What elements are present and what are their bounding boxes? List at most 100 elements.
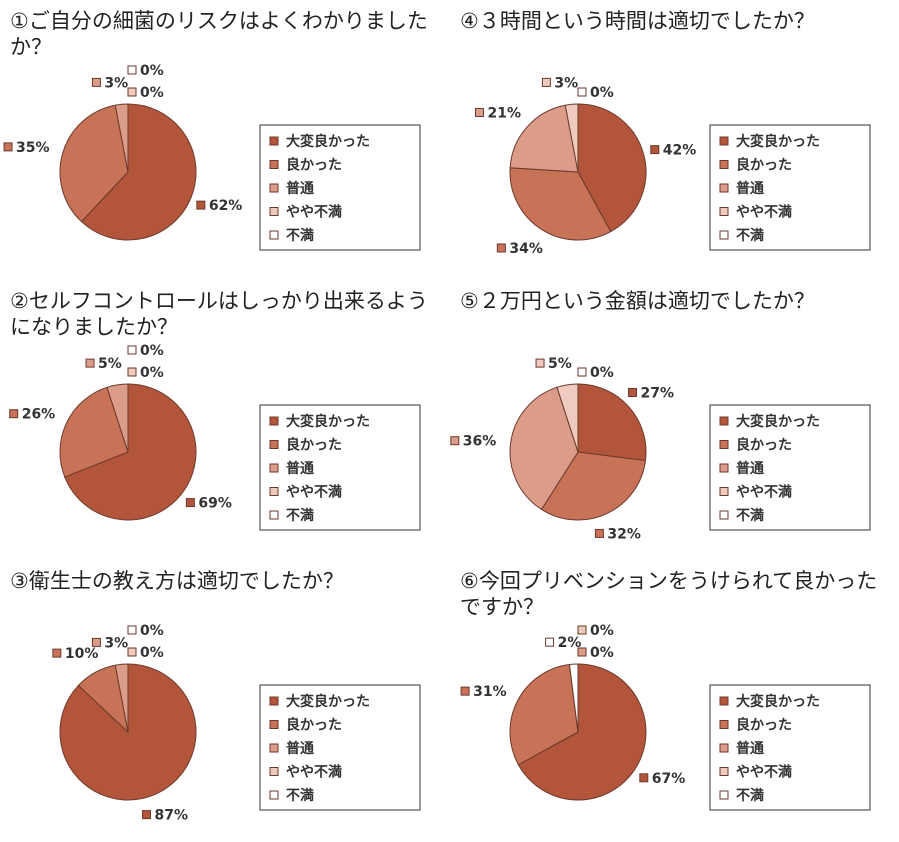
data-label: 0% — [140, 365, 164, 381]
label-marker — [142, 810, 152, 820]
chart-panel: 67% 31% 0% 0% 2% 大変良かった 良かった 普通 やや不満 不満 ⑥今回プリベンション… — [450, 560, 899, 840]
label-marker — [650, 145, 660, 155]
label-marker — [91, 637, 101, 647]
legend-label: 大変良かった — [286, 413, 370, 430]
data-label: 0% — [140, 645, 164, 661]
legend-label: やや不満 — [286, 764, 342, 781]
legend-label: 大変良かった — [736, 413, 820, 430]
label-marker — [127, 625, 137, 635]
legend-label: 不満 — [286, 227, 314, 244]
legend-box — [259, 124, 421, 251]
data-label: 0% — [140, 63, 164, 79]
pie-slice — [509, 386, 579, 511]
legend-label: 良かった — [736, 717, 792, 734]
label-marker — [545, 637, 555, 647]
label-marker — [127, 345, 137, 355]
data-label: 0% — [590, 85, 614, 101]
legend-swatch — [269, 230, 279, 240]
pie-slice — [509, 167, 612, 241]
label-marker — [460, 686, 470, 696]
legend-swatch — [269, 440, 279, 449]
chart-title: ④３時間という時間は適切でしたか？ — [460, 9, 815, 33]
data-label: 3% — [104, 635, 128, 651]
label-marker — [450, 436, 460, 446]
pie-slice — [59, 386, 129, 478]
chart-panel: 69% 26% 5% 0% 0% 大変良かった 良かった 普通 やや不満 不満 ②セルフコントロール… — [0, 280, 449, 560]
data-label: 2% — [558, 635, 582, 651]
legend-label: やや不満 — [736, 764, 792, 781]
legend-label: 不満 — [736, 787, 764, 804]
legend-label: 良かった — [736, 157, 792, 174]
data-label: 36% — [463, 434, 497, 450]
legend-swatch — [269, 463, 279, 473]
legend-label: 大変良かった — [736, 693, 820, 710]
legend-swatch — [269, 183, 279, 193]
legend-label: 普通 — [736, 180, 764, 197]
chart-title: ⑥今回プリベンションをうけられて良かったですか？ — [460, 569, 878, 619]
data-label: 0% — [140, 343, 164, 359]
chart-title: ③衛生士の教え方は適切でしたか？ — [10, 569, 344, 593]
legend-swatch — [269, 207, 279, 216]
label-marker — [541, 77, 551, 87]
pie-slice — [568, 663, 579, 733]
legend-swatch — [719, 743, 729, 753]
legend-swatch — [719, 440, 729, 449]
legend-label: 不満 — [736, 507, 764, 524]
pie-slice — [80, 103, 197, 241]
pie-slice — [577, 103, 647, 233]
label-marker — [628, 387, 638, 397]
data-label: 42% — [663, 143, 697, 159]
legend-label: 不満 — [286, 507, 314, 524]
chart-title: ①ご自分の細菌のリスクはよくわかりましたか？ — [10, 9, 428, 59]
legend-swatch — [269, 136, 279, 146]
data-label: 21% — [487, 105, 521, 121]
legend-swatch — [269, 510, 279, 520]
legend-swatch — [719, 416, 729, 426]
chart-title: ②セルフコントロールはしっかり出来るようになりましたか？ — [10, 289, 428, 339]
legend-swatch — [269, 487, 279, 496]
legend-swatch — [719, 696, 729, 706]
data-label: 5% — [98, 356, 122, 372]
legend-swatch — [719, 487, 729, 496]
label-marker — [196, 200, 206, 210]
pie-slice — [64, 383, 197, 521]
chart-panel: 27% 32% 36% 5% 0% 大変良かった 良かった 普通 やや不満 不満 ⑤２万円という金額… — [450, 280, 899, 560]
label-marker — [91, 77, 101, 87]
legend-box — [709, 124, 871, 251]
data-label: 0% — [140, 623, 164, 639]
data-label: 35% — [16, 140, 50, 156]
data-label: 0% — [590, 623, 614, 639]
label-marker — [594, 528, 604, 538]
legend-swatch — [269, 160, 279, 169]
data-label: 27% — [641, 385, 675, 401]
data-label: 5% — [548, 356, 572, 372]
label-marker — [577, 367, 587, 377]
legend-box — [709, 404, 871, 531]
legend-label: 良かった — [286, 717, 342, 734]
legend-label: やや不満 — [736, 484, 792, 501]
legend-swatch — [269, 696, 279, 706]
data-label: 26% — [22, 407, 56, 423]
label-marker — [127, 367, 137, 377]
legend-label: 良かった — [736, 437, 792, 454]
legend-swatch — [269, 743, 279, 753]
legend-swatch — [719, 230, 729, 240]
data-label: 69% — [198, 496, 232, 512]
legend-label: 良かった — [286, 437, 342, 454]
label-marker — [577, 625, 587, 635]
legend-swatch — [269, 416, 279, 426]
data-label: 31% — [473, 684, 507, 700]
label-marker — [496, 243, 506, 253]
pie-slice — [59, 104, 129, 223]
legend-swatch — [269, 720, 279, 729]
legend-label: やや不満 — [286, 204, 342, 221]
data-label: 67% — [652, 771, 686, 787]
legend-label: やや不満 — [736, 204, 792, 221]
legend-box — [709, 684, 871, 811]
legend-label: 普通 — [286, 460, 314, 477]
legend-swatch — [719, 720, 729, 729]
legend-swatch — [719, 207, 729, 216]
